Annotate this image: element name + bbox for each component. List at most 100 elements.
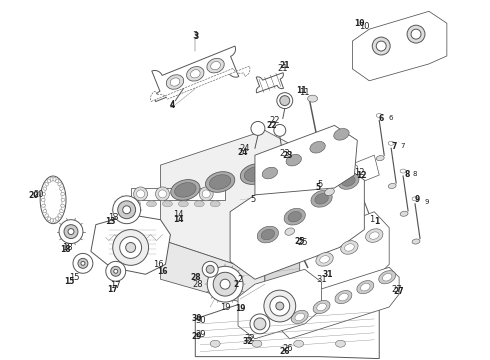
Ellipse shape xyxy=(295,313,304,321)
Ellipse shape xyxy=(147,201,156,207)
Ellipse shape xyxy=(376,113,382,117)
Circle shape xyxy=(270,296,290,316)
Ellipse shape xyxy=(252,340,262,347)
Text: 18: 18 xyxy=(60,245,71,254)
Polygon shape xyxy=(91,215,171,274)
Ellipse shape xyxy=(48,179,50,183)
Ellipse shape xyxy=(41,198,45,201)
Text: 30: 30 xyxy=(191,314,201,323)
Text: 19: 19 xyxy=(220,302,230,311)
Text: 22: 22 xyxy=(270,116,280,125)
Circle shape xyxy=(78,258,88,268)
Polygon shape xyxy=(255,125,357,195)
Text: 2: 2 xyxy=(233,280,239,289)
Circle shape xyxy=(280,96,290,105)
Text: 19: 19 xyxy=(235,305,245,314)
Circle shape xyxy=(206,265,214,273)
Ellipse shape xyxy=(376,156,384,161)
Text: 20: 20 xyxy=(28,192,38,201)
Text: 3: 3 xyxy=(194,32,199,41)
Circle shape xyxy=(118,201,136,219)
Text: 25: 25 xyxy=(294,237,305,246)
Text: 8: 8 xyxy=(404,170,410,179)
Circle shape xyxy=(254,318,266,330)
Ellipse shape xyxy=(45,214,49,217)
Text: 21: 21 xyxy=(277,64,288,73)
Ellipse shape xyxy=(42,204,46,207)
Circle shape xyxy=(125,243,136,252)
Circle shape xyxy=(106,261,125,281)
Ellipse shape xyxy=(207,58,224,73)
Ellipse shape xyxy=(294,340,304,347)
Text: 32: 32 xyxy=(243,337,253,346)
Text: 5: 5 xyxy=(315,184,320,193)
Circle shape xyxy=(277,93,293,109)
Ellipse shape xyxy=(388,141,394,145)
Ellipse shape xyxy=(308,95,318,102)
Ellipse shape xyxy=(388,183,396,189)
Ellipse shape xyxy=(279,159,300,174)
Ellipse shape xyxy=(336,340,345,347)
Text: 24: 24 xyxy=(240,144,250,153)
Ellipse shape xyxy=(43,187,47,190)
Ellipse shape xyxy=(325,188,334,195)
Ellipse shape xyxy=(199,187,213,201)
Ellipse shape xyxy=(320,256,329,263)
Circle shape xyxy=(113,230,148,265)
Ellipse shape xyxy=(56,217,59,221)
Text: 27: 27 xyxy=(394,287,404,296)
Ellipse shape xyxy=(60,187,63,190)
Ellipse shape xyxy=(60,210,63,213)
Polygon shape xyxy=(352,11,447,81)
Text: 17: 17 xyxy=(110,281,121,290)
Text: 24: 24 xyxy=(238,148,248,157)
Circle shape xyxy=(372,37,390,55)
Ellipse shape xyxy=(285,228,294,235)
Text: 8: 8 xyxy=(413,171,417,177)
Polygon shape xyxy=(300,212,389,302)
Circle shape xyxy=(81,261,85,265)
Ellipse shape xyxy=(211,62,220,70)
Circle shape xyxy=(376,41,386,51)
Ellipse shape xyxy=(313,301,330,314)
Ellipse shape xyxy=(42,193,46,195)
Text: 15: 15 xyxy=(64,277,74,286)
Ellipse shape xyxy=(338,173,359,189)
Ellipse shape xyxy=(134,187,147,201)
Text: 20: 20 xyxy=(33,190,44,199)
Ellipse shape xyxy=(344,244,354,251)
Ellipse shape xyxy=(191,70,200,78)
Text: 30: 30 xyxy=(195,316,206,325)
Ellipse shape xyxy=(50,219,53,222)
Circle shape xyxy=(276,302,284,310)
Ellipse shape xyxy=(209,175,231,189)
Ellipse shape xyxy=(291,310,308,324)
Ellipse shape xyxy=(412,239,420,244)
Text: 28: 28 xyxy=(192,280,202,289)
Ellipse shape xyxy=(310,141,325,153)
Text: 21: 21 xyxy=(279,62,290,71)
Text: 27: 27 xyxy=(392,285,402,294)
Ellipse shape xyxy=(400,211,408,216)
Text: 29: 29 xyxy=(195,330,205,339)
Ellipse shape xyxy=(137,190,145,198)
Ellipse shape xyxy=(58,182,61,186)
Polygon shape xyxy=(161,130,329,274)
Circle shape xyxy=(73,253,93,273)
Ellipse shape xyxy=(361,283,370,291)
Ellipse shape xyxy=(335,291,352,304)
Polygon shape xyxy=(310,158,357,210)
Ellipse shape xyxy=(131,201,141,207)
Ellipse shape xyxy=(341,241,358,254)
Text: 5: 5 xyxy=(250,195,256,204)
Circle shape xyxy=(68,229,74,235)
Circle shape xyxy=(251,121,265,135)
Ellipse shape xyxy=(317,303,326,311)
Ellipse shape xyxy=(53,177,56,181)
Text: 25: 25 xyxy=(297,238,308,247)
Ellipse shape xyxy=(316,253,333,266)
Ellipse shape xyxy=(163,201,172,207)
Ellipse shape xyxy=(369,232,379,239)
Polygon shape xyxy=(196,277,379,359)
Polygon shape xyxy=(131,188,225,200)
